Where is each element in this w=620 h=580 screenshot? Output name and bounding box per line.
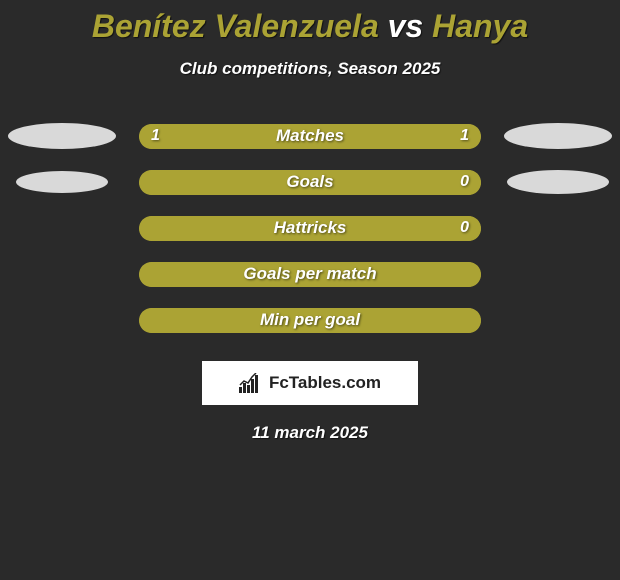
stat-row: 0Hattricks bbox=[0, 205, 620, 251]
right-oval-wrap bbox=[499, 123, 617, 149]
bar-left-fill bbox=[139, 216, 481, 241]
stat-bar: 11Matches bbox=[139, 124, 481, 149]
page-title: Benítez Valenzuela vs Hanya bbox=[0, 0, 620, 45]
title-vs: vs bbox=[388, 8, 424, 44]
stat-bar: Min per goal bbox=[139, 308, 481, 333]
comparison-chart: 11Matches 0Goals 0Hattricks Goals per match… bbox=[0, 113, 620, 343]
left-oval-wrap bbox=[3, 123, 121, 149]
stat-row: 11Matches bbox=[0, 113, 620, 159]
brand-badge: FcTables.com bbox=[202, 361, 418, 405]
left-oval-wrap bbox=[3, 171, 121, 193]
brand-text: FcTables.com bbox=[269, 373, 381, 393]
footer-date: 11 march 2025 bbox=[0, 423, 620, 443]
stat-bar: 0Hattricks bbox=[139, 216, 481, 241]
bar-left-fill bbox=[139, 308, 481, 333]
stat-row: Goals per match bbox=[0, 251, 620, 297]
bar-left-fill bbox=[139, 170, 481, 195]
title-player2: Hanya bbox=[432, 8, 528, 44]
left-oval bbox=[8, 123, 116, 149]
right-oval bbox=[504, 123, 612, 149]
right-oval bbox=[507, 170, 609, 194]
bar-right-fill bbox=[310, 124, 481, 149]
title-player1: Benítez Valenzuela bbox=[92, 8, 379, 44]
stat-row: Min per goal bbox=[0, 297, 620, 343]
subtitle: Club competitions, Season 2025 bbox=[0, 59, 620, 79]
bar-left-fill bbox=[139, 124, 310, 149]
brand-chart-icon bbox=[239, 373, 263, 393]
stat-row: 0Goals bbox=[0, 159, 620, 205]
stat-bar: Goals per match bbox=[139, 262, 481, 287]
bar-left-fill bbox=[139, 262, 481, 287]
right-oval-wrap bbox=[499, 170, 617, 194]
stat-bar: 0Goals bbox=[139, 170, 481, 195]
left-oval bbox=[16, 171, 108, 193]
